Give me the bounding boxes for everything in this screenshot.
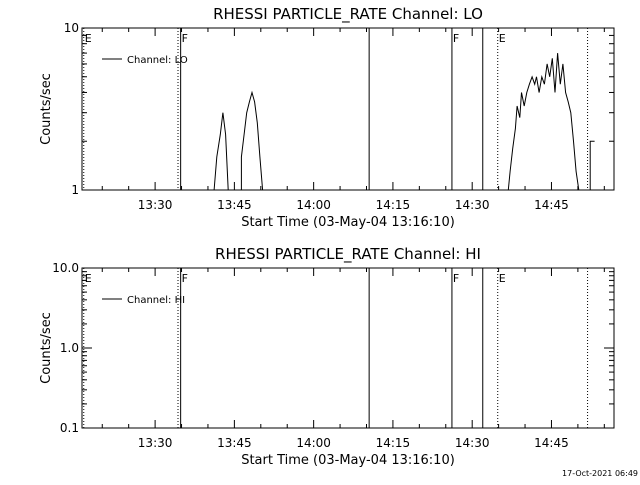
x-tick-label: 13:45 [217,436,252,450]
x-tick-label: 13:30 [138,436,173,450]
x-tick-label: 14:30 [455,436,490,450]
x-tick-label: 14:45 [534,198,569,212]
legend-label: Channel: HI [127,295,185,306]
marker-label: F [182,272,188,285]
legend-label: Channel: LO [127,55,188,66]
x-axis-label: Start Time (03-May-04 13:16:10) [241,453,455,468]
x-tick-label: 14:00 [296,198,331,212]
marker-label: F [453,32,459,45]
plot-frame [81,267,615,429]
y-tick-label: 1 [71,183,79,197]
y-tick-label: 10 [64,21,79,35]
chart-title: RHESSI PARTICLE_RATE Channel: HI [215,245,481,264]
y-tick-label: 1.0 [60,341,79,355]
chart-title: RHESSI PARTICLE_RATE Channel: LO [213,5,483,24]
y-axis-label: Counts/sec [39,73,54,145]
y-tick-label: 0.1 [60,421,79,435]
footer-timestamp: 17-Oct-2021 06:49 [562,469,638,478]
y-axis-label: Counts/sec [39,312,54,384]
marker-label: E [499,32,506,45]
panel-lo: RHESSI PARTICLE_RATE Channel: LO Start Ti… [39,5,615,230]
marker-label: E [85,32,92,45]
x-tick-label: 14:00 [296,436,331,450]
marker-label: E [499,272,506,285]
plot-frame [81,27,615,191]
x-tick-label: 14:30 [455,198,490,212]
marker-label: E [85,272,92,285]
marker-label: F [453,272,459,285]
x-tick-label: 13:30 [138,198,173,212]
x-tick-label: 14:15 [376,198,411,212]
y-tick-label: 10.0 [52,261,79,275]
panel-hi: RHESSI PARTICLE_RATE Channel: HI Start Ti… [39,245,615,468]
x-tick-label: 14:45 [534,436,569,450]
x-tick-label: 13:45 [217,198,252,212]
series-line [213,53,595,191]
x-axis-label: Start Time (03-May-04 13:16:10) [241,215,455,230]
marker-label: F [182,32,188,45]
x-tick-label: 14:15 [376,436,411,450]
